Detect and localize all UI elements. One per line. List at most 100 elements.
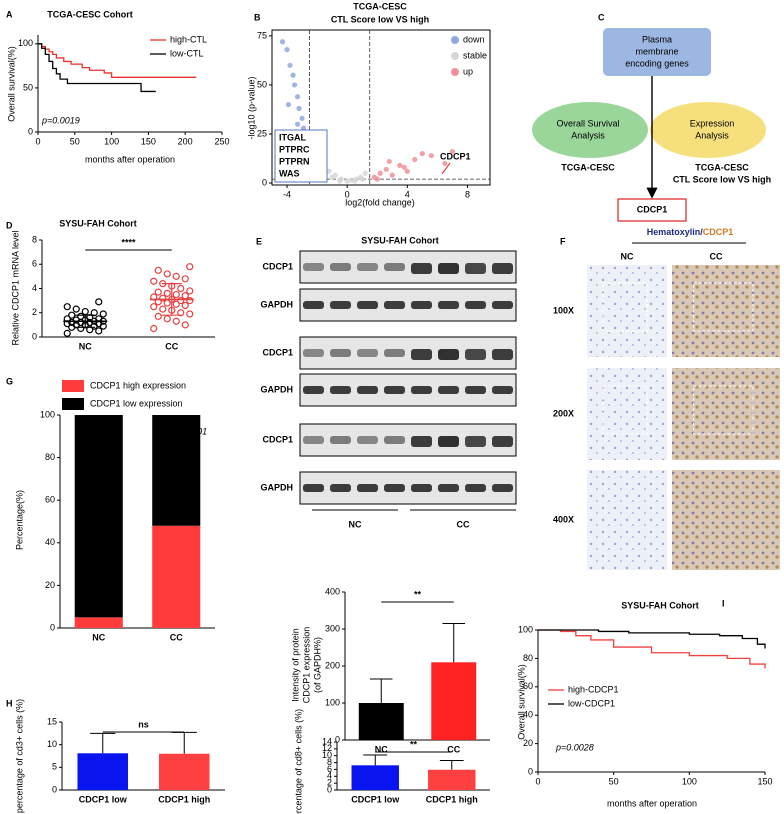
error-bar bbox=[442, 622, 465, 663]
blot-band bbox=[303, 301, 324, 309]
panel-letter: G bbox=[6, 376, 13, 386]
y-tick-label: 0 bbox=[50, 622, 55, 632]
x-axis-label: months after operation bbox=[607, 798, 697, 808]
blot-band bbox=[303, 484, 324, 492]
x-axis-label: months after operation bbox=[85, 154, 175, 164]
sample-point bbox=[77, 312, 85, 320]
sample-point bbox=[81, 307, 89, 316]
sample-point bbox=[172, 272, 180, 280]
ihc-row-label: 100X bbox=[553, 305, 574, 315]
sample-point bbox=[172, 290, 180, 299]
blot-band bbox=[357, 349, 378, 357]
sample-point bbox=[186, 263, 194, 271]
chart-title: SYSU-FAH Cohort bbox=[621, 600, 699, 610]
sample-point bbox=[186, 287, 194, 295]
y-tick-label: 0 bbox=[335, 734, 340, 744]
point bbox=[359, 176, 365, 182]
point bbox=[419, 151, 425, 157]
point bbox=[300, 125, 307, 131]
x-tick-label: 0 bbox=[35, 136, 40, 146]
y-tick-label: 10 bbox=[322, 750, 332, 760]
blot-band bbox=[492, 436, 513, 447]
legend-label: up bbox=[463, 66, 473, 76]
y-axis-label: Percentage(%) bbox=[14, 490, 24, 550]
blot-title: SYSU-FAH Cohort bbox=[361, 235, 439, 245]
group-label: NC bbox=[349, 519, 362, 529]
gene-label: ITGAL bbox=[279, 132, 306, 142]
ihc-column-label: NC bbox=[621, 251, 634, 261]
legend-label: down bbox=[463, 34, 485, 44]
blot-band bbox=[492, 301, 513, 309]
sample-point bbox=[95, 327, 103, 335]
x-tick-label: CC bbox=[447, 744, 460, 754]
blot-band bbox=[330, 484, 351, 492]
source-label: TCGA-CESC bbox=[561, 162, 615, 172]
point bbox=[389, 172, 395, 178]
x-tick-label: NC bbox=[92, 632, 105, 642]
y-tick-label: 2 bbox=[327, 778, 332, 788]
sample-point bbox=[154, 312, 162, 320]
point bbox=[401, 164, 407, 170]
sample-point bbox=[177, 297, 185, 305]
bar bbox=[351, 765, 399, 790]
legend-swatch bbox=[451, 68, 459, 76]
blot-row-label: CDCP1 bbox=[262, 347, 293, 357]
y-tick-label: 5 bbox=[52, 762, 57, 772]
ihc-image bbox=[672, 470, 780, 570]
sample-point bbox=[186, 310, 194, 318]
source-label: CTL Score low VS high bbox=[673, 174, 771, 184]
survival-curve bbox=[538, 629, 766, 649]
legend-swatch bbox=[451, 36, 459, 44]
y-tick-label: 60 bbox=[523, 681, 533, 691]
blot-band bbox=[438, 484, 459, 492]
point bbox=[404, 168, 410, 174]
blot-band bbox=[357, 386, 378, 394]
x-tick-label: CC bbox=[165, 341, 178, 351]
y-tick-label: 400 bbox=[325, 586, 340, 596]
stain-title-part: CDCP1 bbox=[703, 227, 734, 237]
point bbox=[428, 152, 434, 159]
y-tick-label: 0 bbox=[32, 331, 37, 341]
y-tick-label: 200 bbox=[325, 660, 340, 670]
blot-band bbox=[330, 349, 351, 357]
sample-point bbox=[186, 297, 194, 305]
sample-point bbox=[99, 310, 107, 318]
panel-letter: B bbox=[254, 12, 261, 22]
x-tick-label: 100 bbox=[104, 136, 119, 146]
error-bar bbox=[439, 760, 464, 770]
y-tick-label: 20 bbox=[523, 738, 533, 748]
bar-segment bbox=[152, 525, 201, 628]
legend-swatch bbox=[62, 398, 84, 410]
blot-band bbox=[384, 436, 405, 444]
blot-row-label: GAPDH bbox=[260, 482, 293, 492]
blot-band bbox=[438, 301, 459, 309]
sample-point bbox=[177, 284, 185, 293]
blot-band bbox=[384, 386, 405, 394]
y-tick-label: 0 bbox=[528, 766, 533, 776]
panel-letter: C bbox=[598, 12, 605, 22]
point bbox=[284, 47, 290, 53]
x-tick-label: NC bbox=[79, 341, 92, 351]
ihc-row-label: 400X bbox=[553, 514, 574, 524]
sample-point bbox=[154, 288, 162, 296]
blot-band bbox=[330, 301, 351, 309]
analysis-label: Analysis bbox=[571, 130, 605, 140]
significance-label: ** bbox=[414, 589, 422, 599]
x-tick-label: CC bbox=[170, 632, 183, 642]
survival-ellipse bbox=[532, 102, 648, 158]
blot-band bbox=[330, 263, 351, 271]
point bbox=[294, 121, 301, 127]
point bbox=[337, 178, 343, 184]
x-tick-label: 0 bbox=[345, 189, 350, 199]
legend-label: low-CTL bbox=[170, 48, 204, 58]
x-axis-label: log2(fold change) bbox=[345, 197, 415, 207]
blot-band bbox=[330, 436, 351, 444]
x-tick-label: 8 bbox=[465, 189, 470, 199]
blot-row-label: GAPDH bbox=[260, 299, 293, 309]
panel-letter: E bbox=[256, 236, 262, 246]
ihc-image bbox=[587, 368, 667, 460]
y-tick-label: 100 bbox=[40, 409, 55, 419]
gene-set-label: membrane bbox=[635, 46, 678, 56]
sample-point bbox=[181, 275, 189, 283]
ihc-image bbox=[587, 470, 667, 570]
